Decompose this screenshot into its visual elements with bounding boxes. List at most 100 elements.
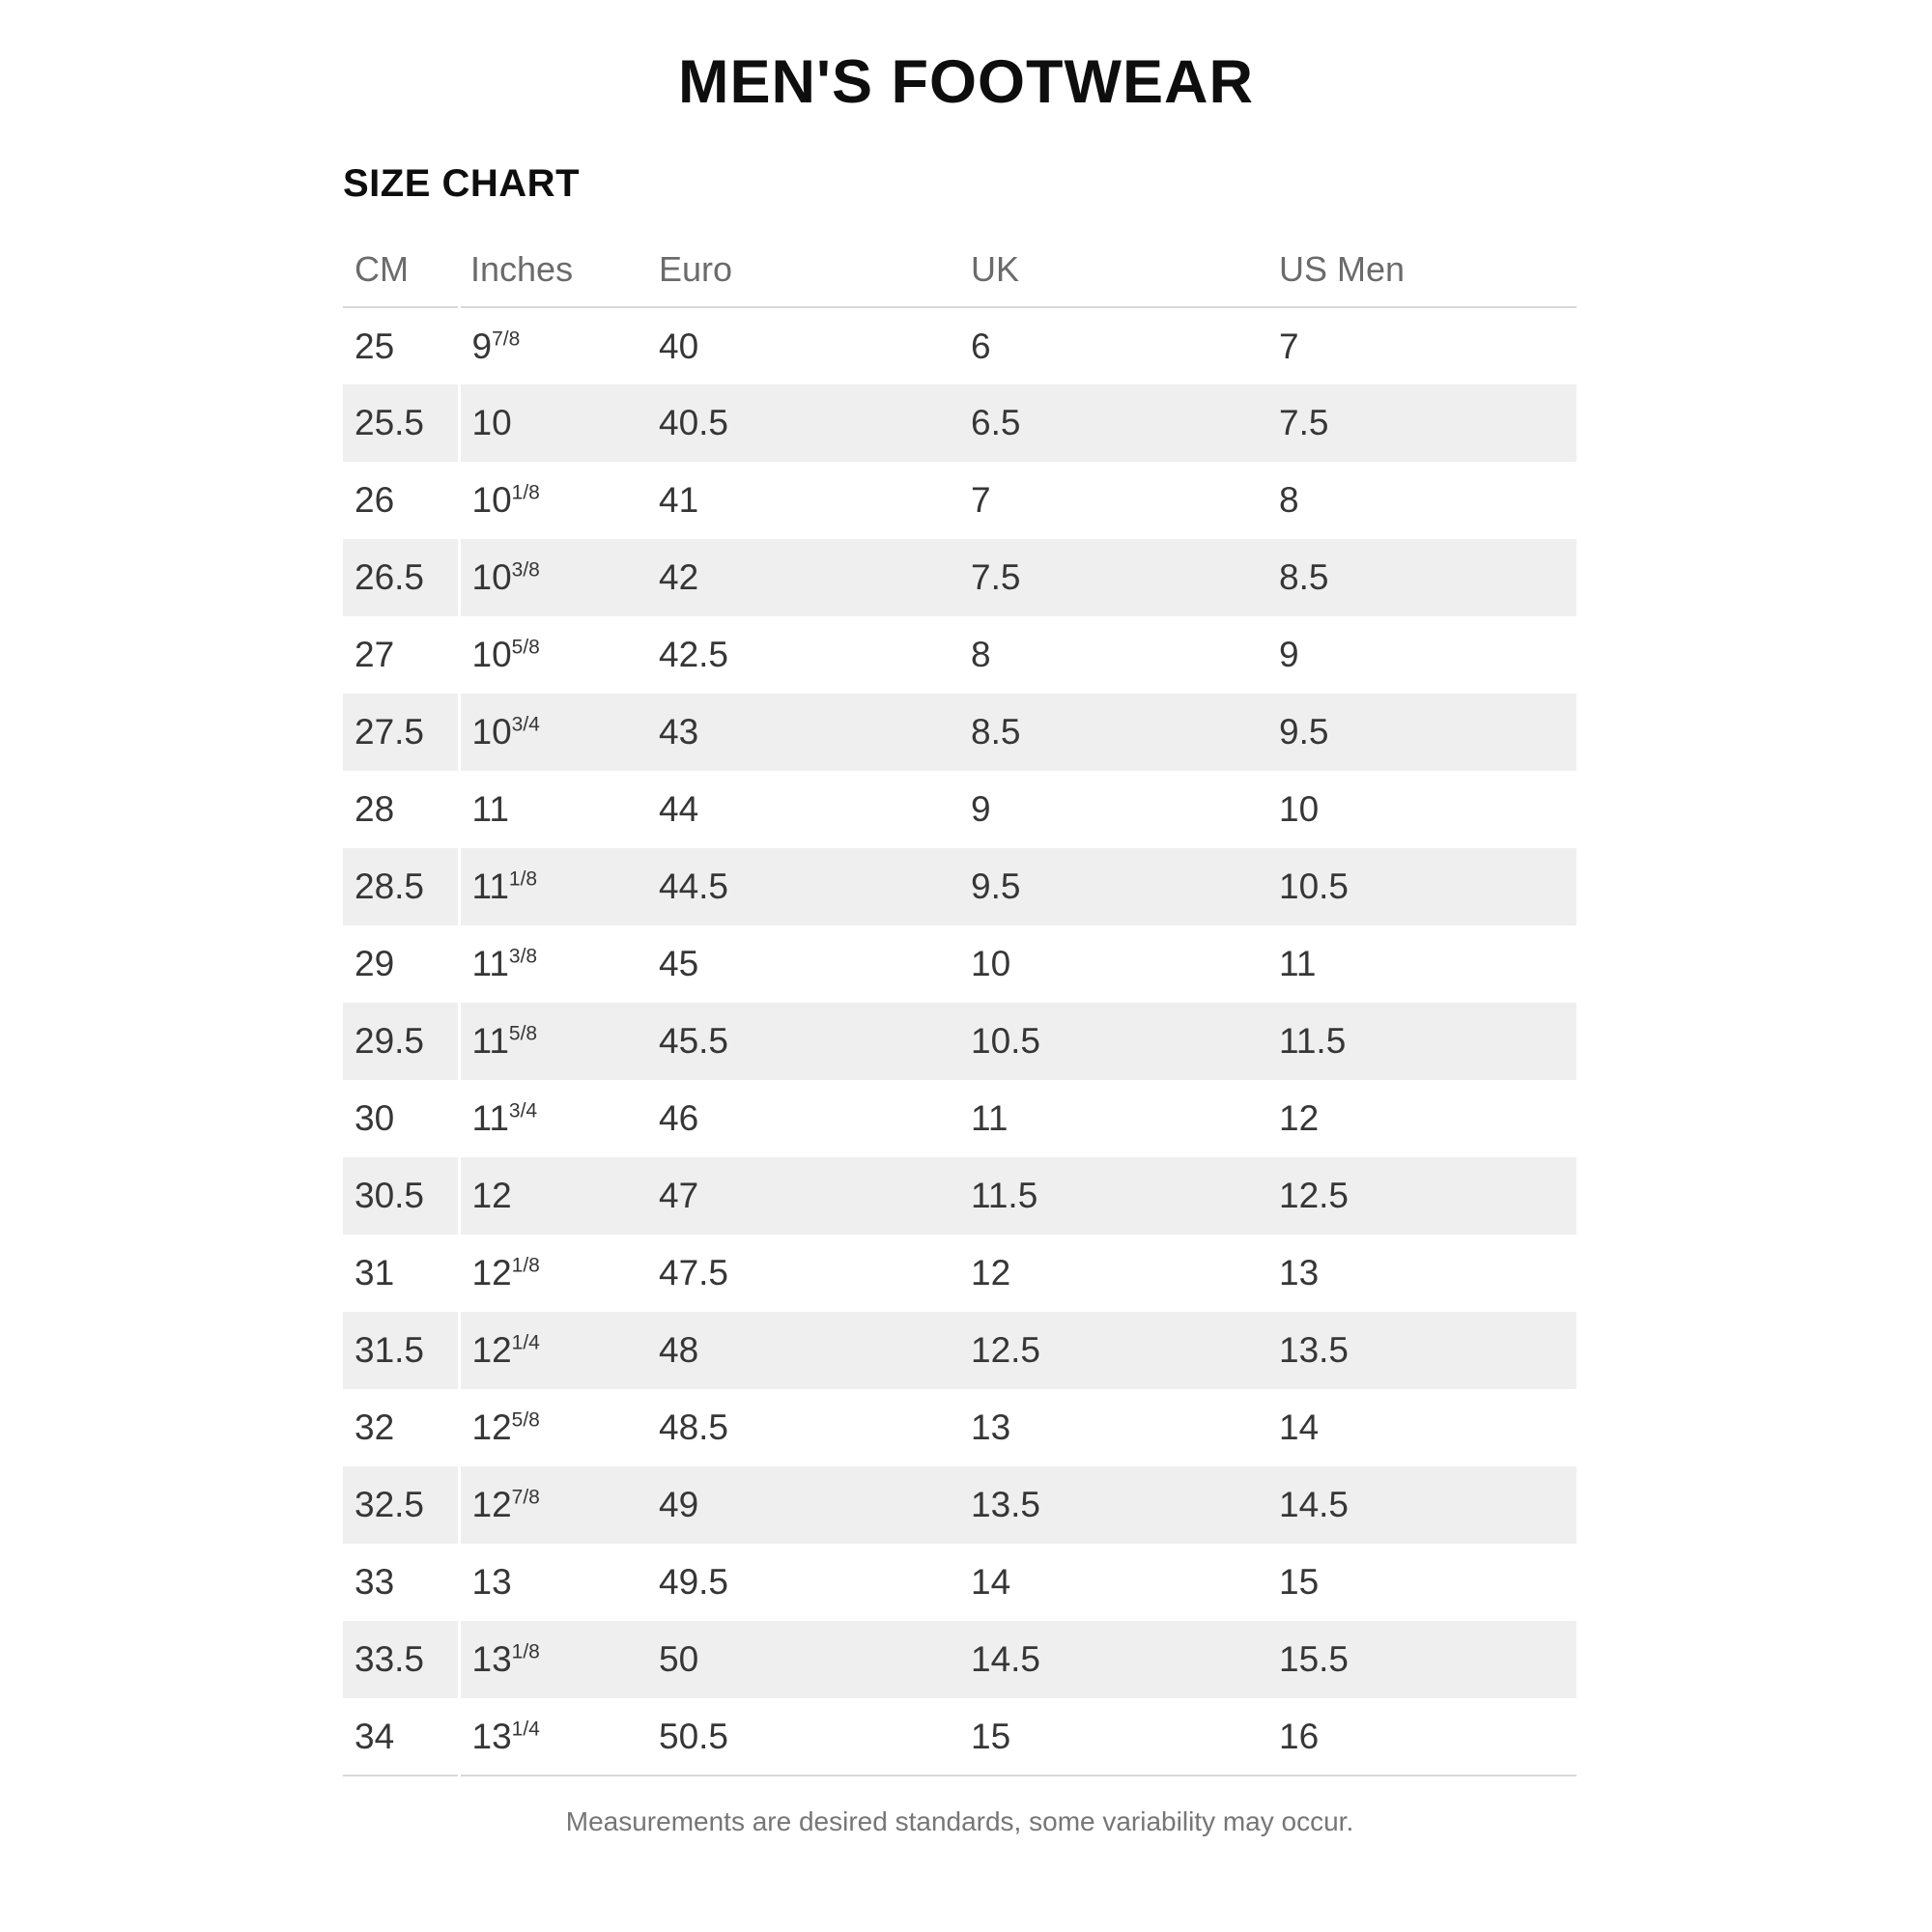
inches-fraction: 5/8	[508, 1022, 538, 1045]
table-cell: 12.5	[959, 1312, 1267, 1389]
table-cell: 113/4	[457, 1080, 647, 1157]
table-cell: 40.5	[647, 384, 959, 462]
table-cell: 42.5	[659, 635, 729, 674]
table-cell: 26	[355, 480, 395, 520]
table-cell: 105/8	[457, 616, 647, 694]
table-cell: 12.5	[1267, 1157, 1577, 1235]
table-header-row: CM Inches Euro UK US Men	[343, 232, 1577, 308]
table-cell: 101/8	[457, 462, 647, 539]
table-cell: 44	[659, 789, 699, 829]
table-cell: 27	[355, 635, 395, 674]
inches-fraction: 7/8	[511, 1486, 540, 1509]
table-row: 29.5 115/8 45.5 10.5 11.5	[343, 1003, 1577, 1080]
table-cell: 14	[971, 1562, 1011, 1602]
table-cell: 47.5	[659, 1253, 729, 1293]
table-cell: 9	[1279, 635, 1299, 674]
table-row: 28.5 111/8 44.5 9.5 10.5	[343, 848, 1577, 925]
inches-fraction: 1/8	[511, 1640, 540, 1663]
table-cell: 30	[355, 1098, 395, 1138]
column-header-euro: Euro	[647, 232, 959, 308]
page-title: MEN'S FOOTWEAR	[678, 48, 1254, 116]
table-cell: 111/8	[457, 848, 647, 925]
table-row: 34 131/4 50.5 15 16	[343, 1698, 1577, 1776]
table-cell: 125/8	[457, 1389, 647, 1466]
size-chart-section: SIZE CHART CM Inches Euro UK US Men 25 9 7/8 40…	[343, 161, 1577, 1838]
table-cell: 7	[971, 480, 991, 520]
table-cell: 103/4	[457, 694, 647, 771]
section-title: SIZE CHART	[343, 162, 580, 205]
table-cell: 42	[647, 539, 959, 616]
column-header-us-men: US Men	[1267, 232, 1577, 308]
table-cell: 26.5	[343, 539, 459, 616]
table-cell: 43	[647, 694, 959, 771]
table-cell: 103/8	[457, 539, 647, 616]
table-cell: 31	[355, 1253, 395, 1293]
table-cell: 7.5	[1267, 384, 1577, 462]
inches-fraction: 7/8	[492, 327, 521, 351]
table-cell: 15.5	[1267, 1621, 1577, 1698]
table-cell: 14.5	[1267, 1466, 1577, 1544]
table-cell: 49	[647, 1466, 959, 1544]
table-cell: 11	[1279, 944, 1317, 983]
table-row: 30.5 12 47 11.5 12.5	[343, 1157, 1577, 1235]
table-row: 33 13 49.5 14 15	[343, 1544, 1577, 1621]
table-cell: 33.5	[343, 1621, 459, 1698]
table-cell: 16	[1279, 1716, 1320, 1756]
table-cell: 47	[647, 1157, 959, 1235]
table-cell: 46	[659, 1098, 699, 1138]
table-cell: 50.5	[659, 1716, 729, 1756]
table-cell: 115/8	[457, 1003, 647, 1080]
table-cell: 33	[355, 1562, 395, 1602]
table-row: 27.5 103/4 43 8.5 9.5	[343, 694, 1577, 771]
table-cell: 7	[1279, 326, 1299, 366]
size-table-body: 25 97/8 40 6 7 25.5 10 40.5 6.5 7.5 26 101/8 41 7 8 26.…	[343, 307, 1577, 1776]
table-cell: 13	[971, 1407, 1011, 1447]
inches-fraction: 1/8	[508, 867, 538, 891]
table-cell: 13.5	[1267, 1312, 1577, 1389]
table-row: 29 113/8 45 10 11	[343, 925, 1577, 1003]
table-cell: 9	[971, 789, 991, 829]
inches-fraction: 3/4	[508, 1099, 538, 1122]
inches-fraction: 5/8	[511, 1408, 540, 1432]
table-row: 31.5 121/4 48 12.5 13.5	[343, 1312, 1577, 1389]
table-cell: 6	[971, 326, 991, 366]
table-cell: 44.5	[647, 848, 959, 925]
table-cell: 9.5	[959, 848, 1267, 925]
table-cell: 48	[647, 1312, 959, 1389]
table-cell: 50	[647, 1621, 959, 1698]
inches-fraction: 3/4	[511, 713, 540, 736]
table-cell: 10.5	[1267, 848, 1577, 925]
column-header-cm: CM	[343, 232, 459, 308]
table-cell: 12	[1279, 1098, 1320, 1138]
table-cell: 32.5	[343, 1466, 459, 1544]
table-cell: 13	[1279, 1253, 1320, 1293]
table-cell: 131/4	[457, 1698, 647, 1776]
table-cell: 11	[971, 1098, 1009, 1138]
table-cell: 32	[355, 1407, 395, 1447]
table-cell: 6.5	[959, 384, 1267, 462]
table-cell: 10	[457, 384, 647, 462]
table-row: 26.5 103/8 42 7.5 8.5	[343, 539, 1577, 616]
table-cell: 45.5	[647, 1003, 959, 1080]
table-cell: 30.5	[343, 1157, 459, 1235]
table-cell: 29.5	[343, 1003, 459, 1080]
inches-fraction: 1/8	[511, 1254, 540, 1277]
table-cell: 11	[457, 771, 647, 848]
inches-fraction: 1/4	[511, 1718, 540, 1741]
table-row: 33.5 131/8 50 14.5 15.5	[343, 1621, 1577, 1698]
table-cell: 25	[355, 326, 395, 366]
table-cell: 127/8	[457, 1466, 647, 1544]
table-row: 25.5 10 40.5 6.5 7.5	[343, 384, 1577, 462]
table-cell: 11.5	[1267, 1003, 1577, 1080]
table-cell: 8.5	[959, 694, 1267, 771]
table-cell: 10.5	[959, 1003, 1267, 1080]
inches-fraction: 3/8	[511, 558, 540, 582]
table-row: 30 113/4 46 11 12	[343, 1080, 1577, 1157]
table-cell: 113/8	[457, 925, 647, 1003]
table-cell: 8	[971, 635, 991, 674]
table-cell: 14	[1279, 1407, 1320, 1447]
table-cell: 28.5	[343, 848, 459, 925]
table-cell: 41	[659, 480, 699, 520]
table-row: 27 105/8 42.5 8 9	[343, 616, 1577, 694]
